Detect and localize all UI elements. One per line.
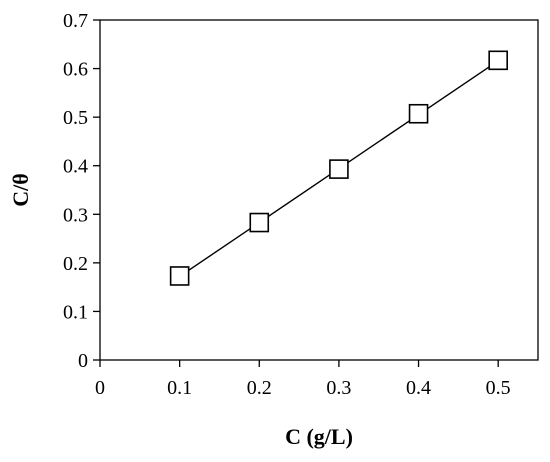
data-points: [169, 50, 508, 286]
y-tick-label: 0.5: [63, 107, 88, 129]
y-tick-label: 0.3: [63, 204, 88, 226]
y-tick-label: 0.2: [63, 253, 88, 275]
y-axis-title: C/θ: [8, 173, 33, 206]
y-tick-label: 0.6: [63, 59, 88, 81]
x-axis: 0 0.1 0.2 0.3 0.4 0.5: [95, 360, 511, 399]
x-tick-label: 0.2: [247, 377, 272, 399]
data-point: [169, 266, 190, 286]
y-axis: 0 0.1 0.2 0.3 0.4 0.5 0.6 0.7: [63, 10, 100, 372]
x-tick-label: 0.1: [167, 377, 192, 399]
y-tick-label: 0: [78, 350, 88, 372]
x-tick-label: 0: [95, 377, 105, 399]
x-tick-label: 0.4: [406, 377, 431, 399]
plot-area: [99, 19, 539, 361]
data-point: [408, 103, 429, 124]
plot-border: [99, 19, 539, 361]
y-tick-label: 0.4: [63, 156, 88, 178]
x-tick-label: 0.5: [486, 377, 511, 399]
data-point: [329, 159, 349, 179]
data-point: [249, 212, 270, 233]
y-tick-label: 0.7: [63, 10, 88, 32]
x-axis-title: C (g/L): [285, 424, 353, 449]
data-point: [488, 50, 508, 71]
y-tick-label: 0.1: [63, 301, 88, 323]
x-tick-label: 0.3: [326, 377, 351, 399]
